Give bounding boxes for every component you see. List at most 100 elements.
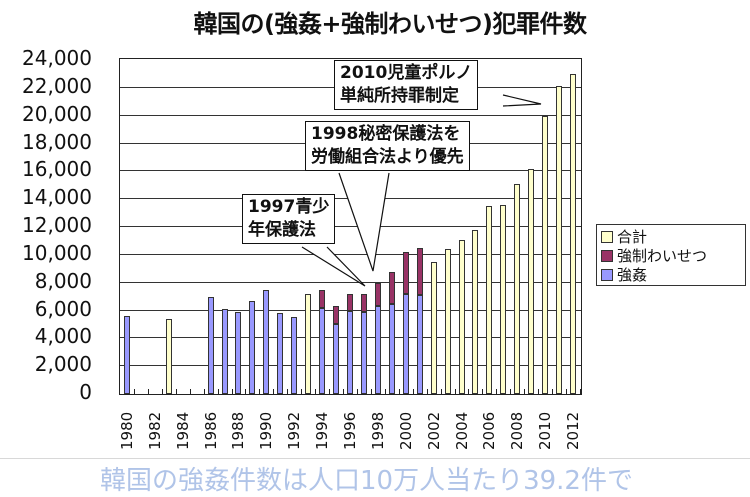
x-tick-mark <box>203 389 205 394</box>
x-tick-mark <box>580 389 581 394</box>
y-tick-label: 12,000 <box>22 213 92 237</box>
x-tick-mark <box>273 389 275 394</box>
gridline <box>120 114 581 116</box>
annotation-1998: 1998秘密保護法を 労働組合法より優先 <box>305 121 470 171</box>
y-tick-label: 6,000 <box>34 296 92 321</box>
x-tick-mark <box>524 389 526 394</box>
legend-item-rape: 強姦 <box>601 265 741 284</box>
legend-label-rape: 強姦 <box>617 266 648 284</box>
bar-indecency-1995 <box>333 306 340 325</box>
gridline <box>120 226 581 227</box>
y-tick-label: 4,000 <box>34 324 92 349</box>
annotation-1998-line2: 労働組合法より優先 <box>311 147 464 167</box>
bar-total-2010 <box>542 115 549 394</box>
y-tick-label: 22,000 <box>22 73 92 98</box>
annotation-2010: 2010児童ポルノ 単純所持罪制定 <box>334 60 479 110</box>
y-tick-label: 24,000 <box>22 46 92 70</box>
bar-total-1993 <box>305 293 312 394</box>
y-tick-label: 10,000 <box>22 240 92 265</box>
bar-rape-1987 <box>221 309 228 394</box>
gridline <box>120 281 581 283</box>
footer-caption: 韓国の強姦件数は人口10万人当たり39.2件で <box>100 466 633 496</box>
bar-rape-1994 <box>319 307 326 394</box>
bar-total-2008 <box>514 183 521 394</box>
bar-rape-1980 <box>123 316 130 394</box>
x-tick-mark <box>175 389 177 394</box>
y-tick-label: 14,000 <box>22 185 92 210</box>
bar-indecency-1998 <box>374 282 381 307</box>
bar-rape-1997 <box>360 311 367 394</box>
bar-indecency-1997 <box>360 293 367 312</box>
callout-1997-pointer <box>301 246 366 287</box>
bar-indecency-1996 <box>347 293 353 311</box>
x-tick-mark <box>245 389 247 394</box>
bar-rape-1990 <box>263 289 270 394</box>
x-tick-mark <box>566 389 568 394</box>
y-tick-label: 18,000 <box>22 129 92 154</box>
chart-title: 韓国の(強姦+強制わいせつ)犯罪件数 <box>193 10 587 38</box>
bar-rape-2000 <box>402 293 409 394</box>
annotation-1997: 1997青少 年保護法 <box>242 194 336 244</box>
x-tick-mark <box>189 389 191 394</box>
x-tick-mark <box>133 389 135 394</box>
bar-total-2002 <box>430 261 437 394</box>
x-tick-mark <box>147 389 149 394</box>
bar-total-2009 <box>528 168 535 394</box>
callout-2010-pointer <box>502 94 542 107</box>
bar-total-2006 <box>486 206 493 394</box>
y-tick-label: 0 <box>79 380 92 404</box>
bar-total-2007 <box>500 204 507 394</box>
bar-indecency-1994 <box>319 289 326 308</box>
legend-item-indecency: 強制わいせつ <box>601 246 741 265</box>
bar-rape-1999 <box>388 303 395 394</box>
bar-rape-1996 <box>347 310 353 394</box>
bar-rape-2001 <box>416 295 423 394</box>
bar-total-2005 <box>472 229 479 394</box>
x-tick-mark <box>510 389 512 394</box>
bar-total-2003 <box>444 249 451 394</box>
x-tick-mark <box>412 389 414 394</box>
x-tick-mark <box>454 389 456 394</box>
annotation-2010-line2: 単純所持罪制定 <box>340 86 459 106</box>
x-tick-mark <box>301 389 303 394</box>
x-tick-mark <box>496 389 498 394</box>
legend-swatch-indecency <box>601 249 613 262</box>
gridline <box>120 253 581 255</box>
x-tick-mark <box>538 389 540 394</box>
annotation-1998-line1: 1998秘密保護法を <box>311 124 461 144</box>
bar-total-2004 <box>458 239 465 394</box>
legend-swatch-total <box>601 230 613 243</box>
bar-total-1983 <box>165 318 172 394</box>
x-tick-mark <box>161 389 163 394</box>
bar-rape-1998 <box>374 306 381 394</box>
legend-swatch-rape <box>601 268 613 281</box>
y-tick-label: 16,000 <box>22 157 92 182</box>
legend-item-total: 合計 <box>601 227 741 246</box>
x-tick-mark <box>217 389 219 394</box>
annotation-2010-line1: 2010児童ポルノ <box>340 63 473 83</box>
bar-rape-1995 <box>333 324 340 394</box>
x-tick-mark <box>552 389 554 394</box>
annotation-1997-line2: 年保護法 <box>248 220 316 240</box>
x-tick-mark <box>440 389 442 394</box>
bar-rape-1986 <box>207 296 214 394</box>
x-tick-mark <box>370 389 372 394</box>
plot-area <box>119 58 582 395</box>
bar-total-2012 <box>570 73 577 394</box>
x-tick-mark <box>259 389 261 394</box>
x-tick-mark <box>356 389 358 394</box>
x-tick-mark <box>343 389 345 394</box>
x-tick-mark <box>482 389 484 394</box>
legend-label-indecency: 強制わいせつ <box>617 247 708 265</box>
annotation-1997-line1: 1997青少 <box>248 197 330 217</box>
legend-label-total: 合計 <box>617 228 648 246</box>
x-tick-mark <box>329 389 331 394</box>
bar-rape-1989 <box>249 300 256 394</box>
y-tick-label: 2,000 <box>34 352 92 377</box>
x-tick-mark <box>231 389 233 394</box>
bar-indecency-2001 <box>416 247 423 296</box>
y-tick-label: 20,000 <box>22 101 92 126</box>
bar-rape-1992 <box>291 317 298 394</box>
x-tick-mark <box>468 389 470 394</box>
x-tick-mark <box>398 389 400 394</box>
